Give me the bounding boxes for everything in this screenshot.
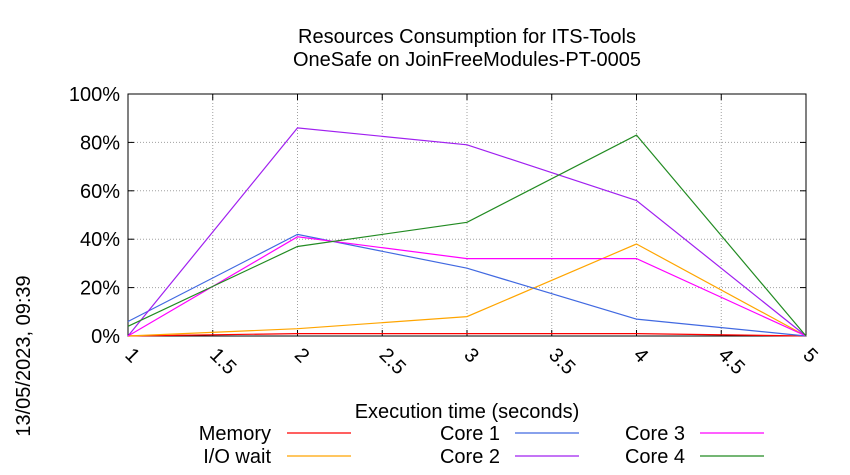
y-tick-label: 0% <box>91 326 120 348</box>
x-tick-label: 4 <box>629 344 652 367</box>
legend-label: Core 1 <box>440 423 500 445</box>
x-tick-label: 3.5 <box>544 344 579 379</box>
y-tick-label: 20% <box>80 278 120 300</box>
x-tick-label: 3 <box>459 344 482 367</box>
legend-label: Core 4 <box>625 446 685 468</box>
legend-label: Memory <box>199 423 271 445</box>
series-line-core-2 <box>127 127 807 337</box>
series-line-core-3 <box>127 236 807 337</box>
y-tick-label: 60% <box>80 181 120 203</box>
plot-border <box>127 93 807 337</box>
x-tick-label: 2 <box>290 344 313 367</box>
chart-title: Resources Consumption for ITS-Tools <box>298 26 636 48</box>
x-tick-label: 5 <box>798 344 821 367</box>
legend-label: I/O wait <box>203 446 271 468</box>
series-line-memory <box>127 333 807 337</box>
x-tick-label: 2.5 <box>375 344 410 379</box>
timestamp-label: 13/05/2023, 09:39 <box>13 275 35 436</box>
legend-label: Core 3 <box>625 423 685 445</box>
y-tick-label: 80% <box>80 132 120 154</box>
y-tick-label: 40% <box>80 229 120 251</box>
series-line-i-o-wait <box>127 243 807 337</box>
legend-label: Core 2 <box>440 446 500 468</box>
y-tick-label: 100% <box>69 84 120 106</box>
chart-subtitle: OneSafe on JoinFreeModules-PT-0005 <box>293 49 641 71</box>
x-axis-label: Execution time (seconds) <box>355 401 580 423</box>
series-line-core-1 <box>127 233 807 337</box>
x-tick-label: 1.5 <box>205 344 240 379</box>
series-lines <box>127 127 807 337</box>
series-line-core-4 <box>127 134 807 337</box>
x-tick-label: 1 <box>120 344 143 367</box>
x-tick-label: 4.5 <box>714 344 749 379</box>
